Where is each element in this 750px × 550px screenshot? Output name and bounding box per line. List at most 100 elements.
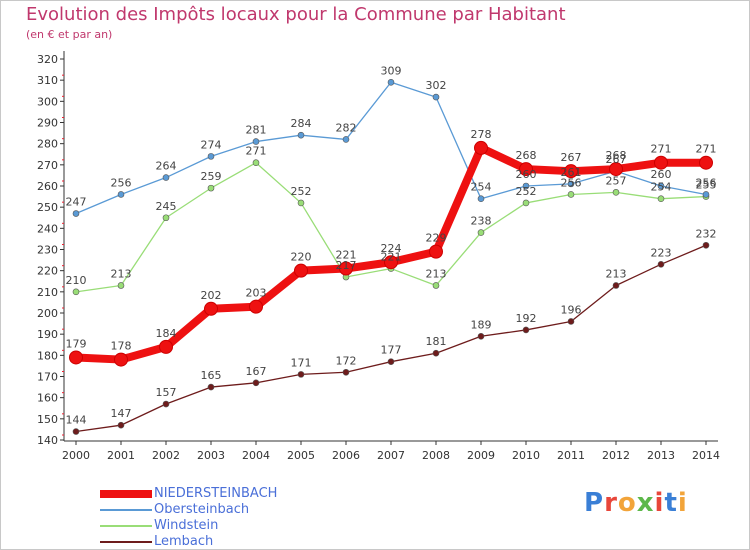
legend-label: Lembach [154,534,214,549]
data-point-obersteinbach [162,174,170,181]
x-tick-label: 2014 [692,449,720,462]
x-tick-label: 2001 [107,449,135,462]
data-point-lembach [342,368,350,376]
y-tick-label: 200 [37,307,58,320]
line-chart: 1401501601701801902002102202302402502602… [37,51,720,462]
data-label-obersteinbach: 267 [606,153,627,166]
series-line-obersteinbach [75,81,707,215]
data-label-lembach: 181 [426,335,447,348]
data-point-lembach [432,349,440,357]
x-tick-label: 2002 [152,449,180,462]
x-tick-label: 2012 [602,449,630,462]
data-point-lembach [72,428,80,435]
data-point-obersteinbach [657,182,665,190]
data-label-obersteinbach: 264 [156,160,177,173]
y-tick-label: 190 [37,328,58,341]
data-label-lembach: 172 [336,354,357,367]
data-label-niedersteinbach: 179 [66,337,87,350]
y-tick-label: 320 [37,53,58,66]
chart-axes: 1401501601701801902002102202302402502602… [37,51,720,462]
data-point-lembach [522,326,530,334]
logo-letter: t [664,488,678,518]
data-label-windstein: 217 [336,259,357,272]
data-label-niedersteinbach: 271 [651,143,672,156]
data-label-niedersteinbach: 184 [156,327,177,340]
data-point-niedersteinbach [294,263,308,278]
data-label-obersteinbach: 274 [201,138,222,151]
data-label-lembach: 147 [111,407,132,420]
data-point-windstein [612,189,620,196]
data-label-windstein: 238 [471,215,492,228]
y-tick-label: 180 [37,349,58,362]
data-label-windstein: 252 [516,185,537,198]
data-point-lembach [162,400,170,408]
x-tick-label: 2011 [557,449,585,462]
y-tick-label: 150 [37,413,58,426]
y-tick-label: 240 [37,222,58,235]
x-tick-label: 2006 [332,449,360,462]
data-label-lembach: 157 [156,386,177,399]
chart-title: Evolution des Impôts locaux pour la Comm… [26,4,566,25]
data-label-obersteinbach: 256 [696,176,717,189]
data-label-niedersteinbach: 220 [291,251,312,264]
data-label-niedersteinbach: 224 [381,242,402,255]
data-point-windstein [522,199,530,207]
data-label-niedersteinbach: 278 [471,128,492,141]
data-point-lembach [477,332,485,340]
data-label-obersteinbach: 284 [291,117,312,130]
data-label-obersteinbach: 281 [246,124,267,137]
data-point-windstein [297,199,305,207]
data-point-niedersteinbach [114,352,128,367]
data-label-niedersteinbach: 178 [111,340,132,353]
data-point-obersteinbach [297,131,305,139]
x-tick-label: 2010 [512,449,540,462]
data-label-niedersteinbach: 271 [696,143,717,156]
y-tick-label: 280 [37,138,58,151]
data-point-niedersteinbach [699,155,713,170]
data-label-windstein: 256 [561,176,582,189]
y-tick-label: 140 [37,434,58,447]
logo-letter: i [654,488,665,518]
x-tick-label: 2000 [62,449,90,462]
data-point-niedersteinbach [384,255,398,270]
legend-item-lembach: Lembach [100,534,360,550]
legend-swatch [100,509,152,511]
x-tick-label: 2007 [377,449,405,462]
data-point-obersteinbach [477,195,485,202]
data-point-obersteinbach [702,191,710,198]
data-point-niedersteinbach [519,162,533,177]
data-point-obersteinbach [342,136,350,143]
data-label-niedersteinbach: 229 [426,232,447,245]
data-label-niedersteinbach: 221 [336,249,357,262]
legend-swatch [100,525,152,527]
data-point-windstein [207,184,215,192]
data-label-windstein: 252 [291,185,312,198]
legend-item-obersteinbach: Obersteinbach [100,502,360,518]
data-label-obersteinbach: 309 [381,64,402,77]
y-tick-label: 310 [37,74,58,87]
data-label-obersteinbach: 254 [471,181,492,194]
data-label-lembach: 192 [516,312,537,325]
series-layer [69,78,713,435]
chart-legend: NIEDERSTEINBACH Obersteinbach Windstein … [100,486,360,550]
logo-letter: o [617,488,637,518]
legend-label: Obersteinbach [154,502,250,517]
data-point-lembach [297,371,305,378]
logo-letter: i [677,488,688,518]
data-point-windstein [72,288,80,296]
legend-swatch [100,541,152,543]
y-tick-label: 260 [37,180,58,193]
data-label-obersteinbach: 256 [111,176,132,189]
data-label-niedersteinbach: 268 [606,149,627,162]
y-tick-label: 210 [37,286,58,299]
data-point-obersteinbach [387,78,395,86]
data-label-lembach: 165 [201,369,222,382]
data-label-niedersteinbach: 268 [516,149,537,162]
legend-swatch [100,490,152,498]
data-label-lembach: 196 [561,303,582,316]
data-point-windstein [117,282,125,289]
data-label-lembach: 144 [66,414,87,427]
data-label-windstein: 221 [381,251,402,264]
data-point-windstein [567,191,575,198]
data-point-niedersteinbach [654,155,668,170]
